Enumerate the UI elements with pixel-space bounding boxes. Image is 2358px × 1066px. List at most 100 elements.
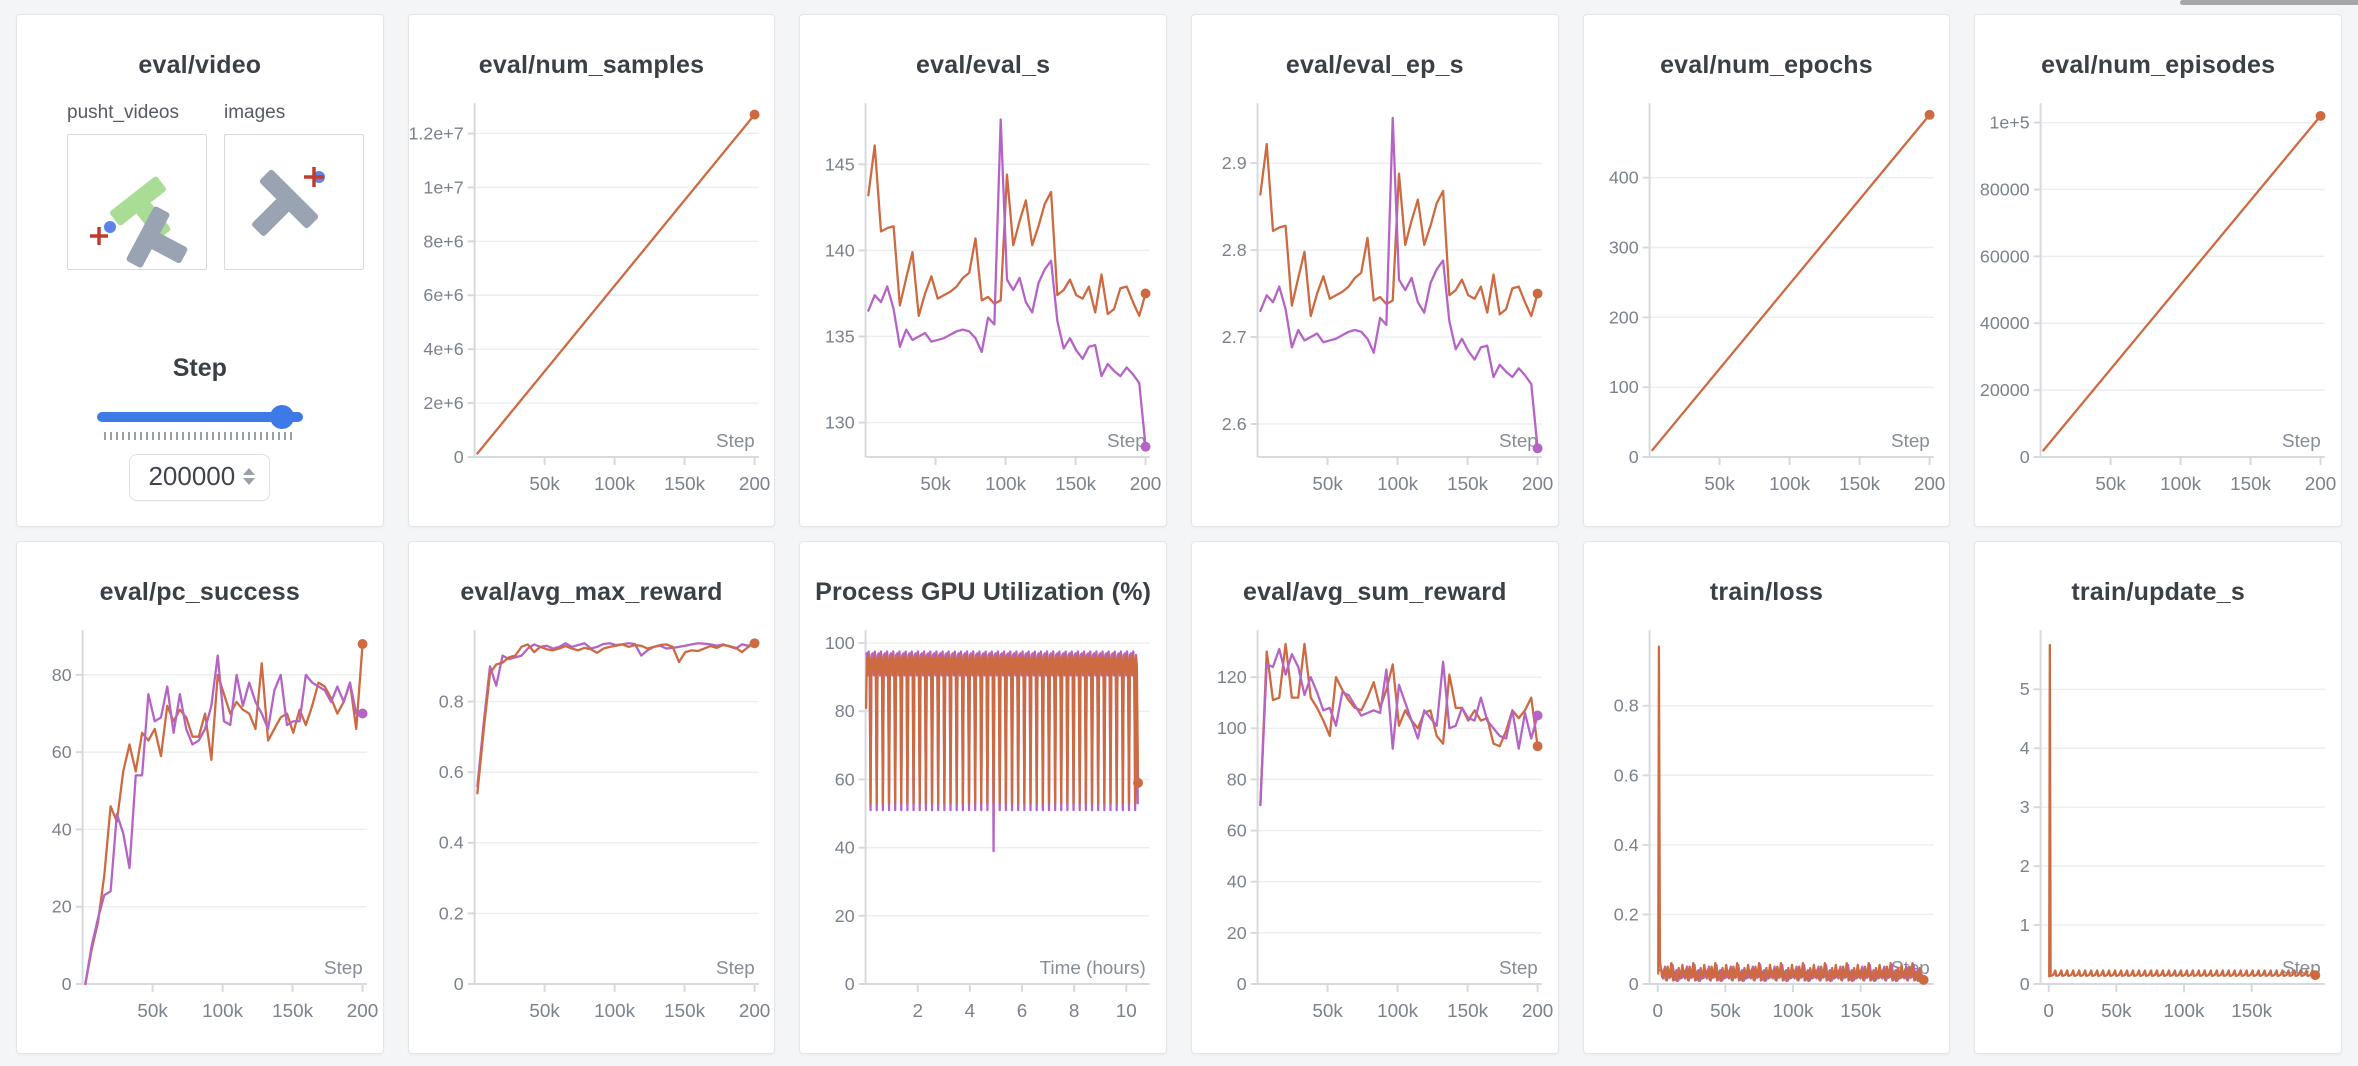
svg-text:140: 140 bbox=[825, 240, 855, 260]
svg-text:20: 20 bbox=[835, 906, 855, 926]
panel-eval-avg-sum-reward: eval/avg_sum_reward 0 20 40 60 80 100 120 50k 10… bbox=[1190, 541, 1559, 1054]
svg-text:100k: 100k bbox=[594, 1000, 635, 1021]
chart-eval-num-samples[interactable]: 0 2e+6 4e+6 6e+6 8e+6 1e+7 1.2e+7 50k 100k 150k 20… bbox=[409, 92, 775, 512]
chart-eval-num-episodes[interactable]: 0 20000 40000 60000 80000 1e+5 50k 100k 150k 200 S… bbox=[1975, 92, 2341, 512]
svg-text:80000: 80000 bbox=[1980, 179, 2030, 199]
chart-eval-num-epochs[interactable]: 0 100 200 300 400 50k 100k 150k 200 Step bbox=[1584, 92, 1950, 512]
chart-eval-eval-s[interactable]: 130 135 140 145 50k 100k 150k 200 Step bbox=[800, 92, 1166, 512]
image-thumbnail[interactable] bbox=[224, 134, 364, 270]
svg-text:20: 20 bbox=[52, 897, 72, 917]
step-slider-ticks bbox=[103, 432, 296, 440]
svg-text:1e+7: 1e+7 bbox=[423, 177, 463, 197]
step-up-icon[interactable] bbox=[243, 468, 256, 475]
chart-eval-eval-ep-s[interactable]: 2.6 2.7 2.8 2.9 50k 100k 150k 200 Step bbox=[1192, 92, 1558, 512]
svg-text:1.2e+7: 1.2e+7 bbox=[409, 123, 464, 143]
series-endpoint-run-orange bbox=[1532, 741, 1543, 752]
series-run-orange bbox=[1259, 642, 1539, 807]
svg-text:20: 20 bbox=[1227, 923, 1247, 943]
svg-text:200: 200 bbox=[1522, 473, 1553, 494]
svg-text:0.8: 0.8 bbox=[1613, 696, 1638, 716]
svg-text:2.6: 2.6 bbox=[1222, 414, 1247, 434]
svg-text:100: 100 bbox=[1608, 377, 1638, 397]
step-number-input[interactable]: 200000 bbox=[129, 454, 271, 501]
series-endpoint-run-orange bbox=[1918, 974, 1929, 985]
svg-text:50k: 50k bbox=[1704, 473, 1735, 494]
pusht-video-frame bbox=[90, 176, 188, 268]
series-run-orange bbox=[475, 642, 756, 795]
svg-text:150k: 150k bbox=[664, 1000, 705, 1021]
step-slider[interactable] bbox=[96, 405, 303, 429]
series-run-purple bbox=[1259, 647, 1539, 807]
series-endpoint-run-orange bbox=[2310, 970, 2321, 981]
step-slider-handle[interactable] bbox=[270, 405, 295, 429]
panel-eval-num-samples: eval/num_samples 0 2e+6 4e+6 6e+6 8e+6 1e+7 1.… bbox=[407, 14, 776, 527]
svg-text:0: 0 bbox=[845, 974, 855, 994]
svg-text:50k: 50k bbox=[137, 1000, 168, 1021]
media-row: pusht_videos bbox=[17, 102, 383, 270]
svg-text:2.7: 2.7 bbox=[1222, 327, 1247, 347]
svg-text:150k: 150k bbox=[1447, 473, 1488, 494]
chart-eval-avg-sum-reward[interactable]: 0 20 40 60 80 100 120 50k 100k 150k 200 Step bbox=[1192, 619, 1558, 1039]
svg-text:4e+6: 4e+6 bbox=[423, 339, 463, 359]
x-axis-label: Time (hours) bbox=[1040, 957, 1146, 978]
svg-text:40: 40 bbox=[1227, 872, 1247, 892]
stepper-arrows[interactable] bbox=[243, 468, 256, 485]
svg-text:4: 4 bbox=[965, 1000, 976, 1021]
svg-text:100k: 100k bbox=[202, 1000, 243, 1021]
panel-eval-avg-max-reward: eval/avg_max_reward 0 0.2 0.4 0.6 0.8 50k 100k… bbox=[407, 541, 776, 1054]
svg-text:200: 200 bbox=[1130, 473, 1161, 494]
svg-text:2e+6: 2e+6 bbox=[423, 393, 463, 413]
svg-text:1: 1 bbox=[2020, 915, 2030, 935]
series-endpoint-run-orange bbox=[749, 109, 760, 120]
x-axis-label: Step bbox=[2282, 430, 2321, 451]
chart-eval-pc-success[interactable]: 0 20 40 60 80 50k 100k 150k 200 Step bbox=[17, 619, 383, 1039]
chart-eval-avg-max-reward[interactable]: 0 0.2 0.4 0.6 0.8 50k 100k 150k 200 Step bbox=[409, 619, 775, 1039]
panel-train-loss: train/loss 0 0.2 0.4 0.6 0.8 0 50k 100k 150k Step bbox=[1582, 541, 1951, 1054]
svg-text:0: 0 bbox=[1628, 974, 1638, 994]
svg-text:200: 200 bbox=[1608, 307, 1638, 327]
svg-text:0.4: 0.4 bbox=[438, 833, 463, 853]
horizontal-scrollbar-thumb[interactable] bbox=[2180, 0, 2358, 5]
series-run-purple bbox=[1656, 963, 1925, 982]
svg-text:400: 400 bbox=[1608, 168, 1638, 188]
series-endpoint-run-orange bbox=[1924, 109, 1935, 120]
series-run-orange bbox=[1650, 113, 1931, 452]
svg-text:150k: 150k bbox=[1055, 473, 1096, 494]
svg-text:100k: 100k bbox=[1377, 1000, 1418, 1021]
svg-text:0: 0 bbox=[1628, 447, 1638, 467]
svg-text:150k: 150k bbox=[272, 1000, 313, 1021]
goal-cross bbox=[304, 167, 324, 187]
series-endpoint-run-purple bbox=[1532, 443, 1543, 454]
svg-text:0.8: 0.8 bbox=[438, 692, 463, 712]
svg-text:200: 200 bbox=[347, 1000, 378, 1021]
step-slider-track[interactable] bbox=[96, 412, 303, 422]
svg-text:40: 40 bbox=[52, 819, 72, 839]
svg-text:0: 0 bbox=[1652, 1000, 1663, 1021]
svg-text:0: 0 bbox=[2020, 447, 2030, 467]
step-down-icon[interactable] bbox=[243, 478, 256, 485]
series-run-purple bbox=[865, 650, 1140, 853]
series-endpoint-run-purple bbox=[1140, 441, 1151, 452]
svg-text:150k: 150k bbox=[2230, 473, 2271, 494]
svg-text:120: 120 bbox=[1217, 667, 1247, 687]
svg-text:6: 6 bbox=[1017, 1000, 1028, 1021]
svg-text:50k: 50k bbox=[921, 473, 952, 494]
svg-text:145: 145 bbox=[825, 154, 855, 174]
chart-title: eval/eval_ep_s bbox=[1285, 51, 1464, 79]
chart-title: eval/avg_sum_reward bbox=[1242, 578, 1507, 606]
panel-eval-num-epochs: eval/num_epochs 0 100 200 300 400 50k 100k 150k… bbox=[1582, 14, 1951, 527]
svg-text:135: 135 bbox=[825, 326, 855, 346]
chart-title: eval/num_samples bbox=[478, 51, 705, 79]
chart-process-gpu-utilization[interactable]: 0 20 40 60 80 100 2 4 6 8 10 Time (hours) bbox=[800, 619, 1166, 1039]
svg-text:40000: 40000 bbox=[1980, 313, 2030, 333]
video-thumbnail[interactable] bbox=[67, 134, 207, 270]
svg-text:150k: 150k bbox=[1447, 1000, 1488, 1021]
svg-text:150k: 150k bbox=[2232, 1000, 2273, 1021]
panel-eval-video: eval/video pusht_videos bbox=[16, 14, 384, 527]
svg-text:0: 0 bbox=[2044, 1000, 2055, 1021]
series-endpoint-run-orange bbox=[357, 638, 368, 649]
svg-text:40: 40 bbox=[835, 838, 855, 858]
